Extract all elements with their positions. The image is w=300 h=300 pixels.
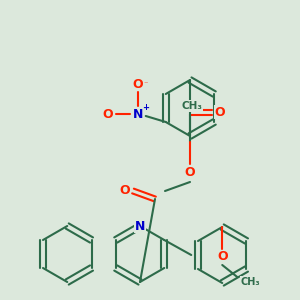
Text: O: O <box>217 250 228 263</box>
Text: N: N <box>133 107 143 121</box>
Text: CH₃: CH₃ <box>182 101 203 111</box>
Text: O: O <box>132 77 143 91</box>
Text: ⁻: ⁻ <box>144 80 148 88</box>
Text: O: O <box>120 184 130 197</box>
Text: N: N <box>135 220 145 232</box>
Text: O: O <box>102 107 113 121</box>
Text: CH₃: CH₃ <box>240 277 260 287</box>
Text: +: + <box>142 103 149 112</box>
Text: O: O <box>215 106 225 118</box>
Text: O: O <box>185 167 195 179</box>
